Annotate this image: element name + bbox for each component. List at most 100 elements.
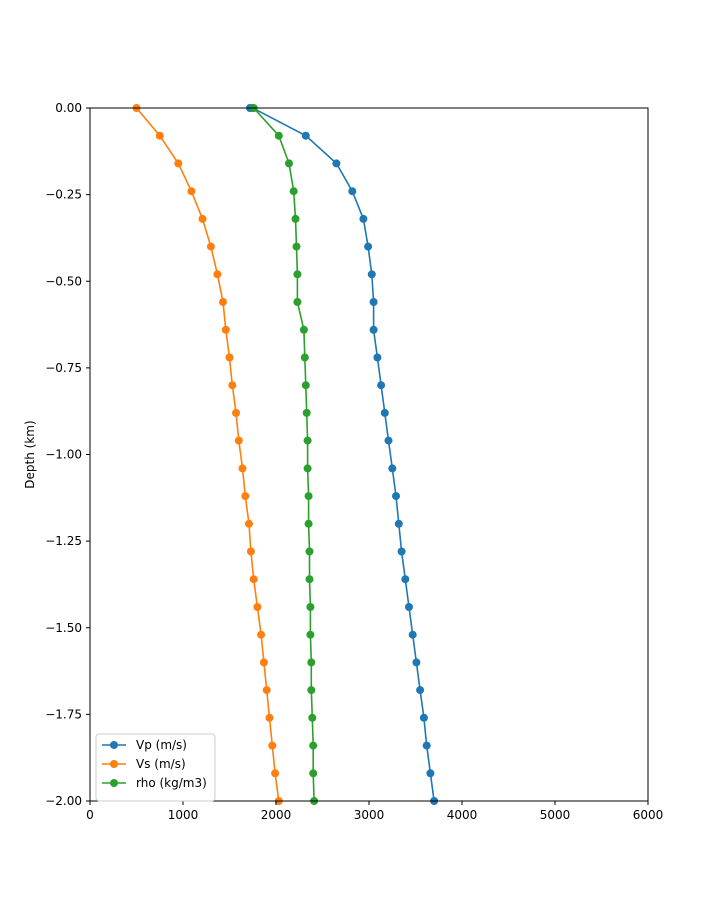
data-point — [285, 159, 293, 168]
x-tick-label: 3000 — [354, 808, 385, 822]
data-point — [426, 769, 435, 778]
data-point — [238, 464, 247, 473]
y-axis-ticks: 0.00 −0.25 −0.50 −0.75 −1.00 −1.25 −1.50 −1.75 −… — [45, 101, 90, 808]
legend: Vp (m/s) Vs (m/s) rho (kg/m3) — [95, 733, 216, 802]
data-point — [174, 159, 183, 168]
x-tick-label: 0 — [86, 808, 94, 822]
data-point — [228, 381, 237, 390]
y-axis-label: Depth (km) — [23, 420, 37, 488]
data-point — [364, 242, 373, 251]
data-point — [419, 713, 428, 722]
data-point — [332, 159, 341, 168]
series-line — [250, 107, 435, 802]
data-point — [401, 575, 410, 584]
data-point — [408, 630, 417, 639]
data-point — [305, 575, 314, 584]
data-point — [422, 741, 431, 750]
data-point — [257, 630, 266, 639]
data-point — [301, 131, 310, 140]
x-axis-ticks: 0 1000 2000 3000 4000 5000 6000 — [86, 801, 663, 822]
x-tick-label: 6000 — [633, 808, 664, 822]
data-point — [234, 436, 243, 445]
legend-entry: rho (kg/m3) — [136, 776, 207, 790]
x-tick-label: 5000 — [540, 808, 571, 822]
data-point — [309, 741, 318, 750]
data-point — [305, 547, 314, 556]
data-point — [259, 658, 268, 667]
y-tick-label: −1.50 — [45, 621, 82, 635]
data-point — [225, 353, 234, 362]
data-point — [303, 464, 312, 473]
data-point — [292, 242, 301, 251]
y-tick-label: −1.75 — [45, 707, 82, 721]
data-point — [309, 769, 318, 778]
data-point — [198, 214, 207, 223]
data-point — [304, 519, 313, 528]
legend-entry: Vs (m/s) — [136, 757, 186, 771]
y-tick-label: 0.00 — [55, 101, 82, 115]
series-line — [135, 107, 280, 802]
legend-marker — [110, 760, 118, 768]
data-point — [241, 492, 250, 501]
data-point — [369, 325, 378, 334]
data-point — [302, 408, 311, 417]
x-tick-label: 4000 — [447, 808, 478, 822]
data-point — [246, 547, 255, 556]
data-point — [291, 214, 300, 223]
data-point — [380, 408, 389, 417]
data-point — [397, 547, 406, 556]
y-tick-label: −2.00 — [45, 794, 82, 808]
data-point — [232, 408, 240, 417]
data-point — [304, 492, 313, 501]
legend-box — [95, 733, 216, 802]
y-tick-label: −1.00 — [45, 448, 82, 462]
data-point — [249, 575, 258, 584]
series-group — [132, 104, 283, 805]
x-tick-label: 2000 — [261, 808, 292, 822]
data-point — [289, 187, 298, 196]
series-lines — [132, 104, 439, 805]
data-point — [262, 686, 271, 695]
data-point — [274, 131, 283, 140]
data-point — [213, 270, 222, 279]
data-point — [300, 353, 309, 362]
data-point — [348, 187, 357, 196]
data-point — [307, 686, 316, 695]
data-point — [308, 713, 317, 722]
data-point — [405, 603, 413, 611]
series-group — [246, 104, 439, 805]
data-point — [299, 325, 308, 334]
series-group — [249, 104, 319, 805]
data-point — [306, 603, 315, 611]
data-point — [373, 353, 382, 362]
data-point — [388, 464, 397, 473]
data-point — [265, 713, 274, 722]
data-point — [293, 298, 302, 306]
data-point — [303, 436, 312, 445]
data-point — [377, 381, 386, 390]
data-point — [221, 325, 230, 334]
data-point — [253, 603, 262, 611]
legend-marker — [110, 779, 118, 787]
data-point — [301, 381, 310, 390]
data-point — [293, 270, 302, 279]
y-tick-label: −0.75 — [45, 361, 82, 375]
data-point — [206, 242, 215, 251]
data-point — [219, 298, 227, 306]
data-point — [416, 686, 425, 695]
y-tick-label: −0.50 — [45, 274, 82, 288]
x-tick-label: 1000 — [168, 808, 199, 822]
data-point — [155, 131, 164, 140]
data-point — [271, 769, 280, 778]
data-point — [384, 436, 393, 445]
data-point — [394, 519, 403, 528]
y-tick-label: −1.25 — [45, 534, 82, 548]
data-point — [392, 492, 400, 501]
y-tick-label: −0.25 — [45, 188, 82, 202]
axes-frame — [89, 107, 649, 802]
data-point — [245, 519, 253, 528]
data-point — [268, 741, 277, 750]
data-point — [307, 658, 316, 667]
